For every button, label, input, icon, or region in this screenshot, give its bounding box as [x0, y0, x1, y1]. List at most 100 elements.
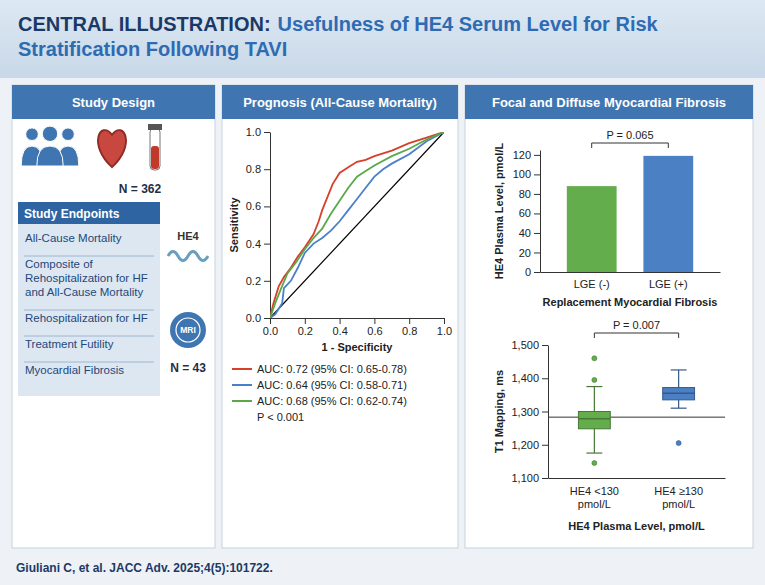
tick-mark	[534, 155, 540, 156]
tick-mark	[542, 378, 548, 379]
legend-swatch	[232, 400, 252, 402]
tick-mark	[264, 206, 270, 207]
tube-icon	[151, 146, 159, 169]
panel-header	[12, 85, 215, 119]
axis-line	[549, 478, 726, 479]
panel-header	[465, 85, 753, 119]
tick-mark	[264, 318, 270, 319]
separator	[24, 310, 154, 311]
axis-title: HE4 Plasma Level, pmol/L	[568, 520, 705, 532]
text-line: HE4 <130	[570, 485, 619, 497]
tick-mark	[374, 318, 375, 324]
reference-line	[270, 132, 444, 318]
endpoint: Treatment Futility	[25, 338, 114, 350]
molecule-icon	[168, 252, 208, 261]
tick-label: LGE (-)	[574, 278, 610, 290]
tick: HE4 <130pmol/L	[570, 478, 619, 510]
tick-mark	[409, 318, 410, 324]
tick-label: 1.0	[437, 325, 452, 337]
axis-title: Sensitivity	[228, 197, 240, 253]
axis-title: Replacement Myocardial Fibrosis	[543, 296, 718, 308]
tick-label: 1,400	[511, 372, 539, 384]
tick: 0.2	[298, 318, 313, 337]
tick-label: 40	[519, 227, 531, 239]
axis-line	[540, 151, 541, 273]
tick-label: 0.0	[246, 312, 261, 324]
tick-mark	[534, 213, 540, 214]
tick-mark	[534, 272, 540, 273]
axis-title: 1 - Specificity	[322, 341, 394, 353]
tick-mark	[542, 478, 548, 479]
endpoint: Composite ofRehospitalization for HFand …	[25, 258, 148, 298]
separator	[24, 336, 154, 337]
banner: CENTRAL ILLUSTRATION:Usefulness of HE4 S…	[0, 0, 765, 78]
whisker-cap	[586, 452, 602, 453]
tick: 0.8	[402, 318, 417, 337]
tick-mark	[264, 169, 270, 170]
endpoints-title: Study Endpoints	[24, 207, 120, 221]
tick-label: LGE (+)	[649, 278, 688, 290]
median	[663, 392, 695, 394]
tick-mark	[340, 318, 341, 324]
endpoint: All-Cause Mortality	[25, 232, 122, 244]
separator	[24, 362, 154, 363]
person-icon	[37, 146, 63, 166]
tick-mark	[534, 174, 540, 175]
tick-label: 0.8	[246, 163, 261, 175]
endpoint: Rehospitalization for HF	[25, 312, 148, 324]
endpoints-header	[18, 202, 160, 224]
icons	[21, 124, 208, 348]
tick: 1,100	[511, 472, 548, 484]
tick-label: 1,300	[511, 406, 539, 418]
tick: 1,300	[511, 406, 548, 418]
footer: Giuliani C, et al. JACC Adv. 2025;4(5):1…	[16, 561, 273, 575]
n-imaging: N = 43	[170, 361, 206, 375]
p-value: P = 0.065	[606, 129, 653, 141]
legend-swatch	[232, 384, 252, 386]
p-value: P = 0.007	[613, 319, 660, 331]
axis-line	[548, 346, 549, 479]
endpoints-box	[18, 224, 160, 396]
tick-mark	[542, 412, 548, 413]
legend-entry: AUC: 0.68 (95% CI: 0.62-0.74)	[257, 395, 407, 407]
panel-title: Study Design	[72, 95, 155, 110]
text-line: Focal and Diffuse Myocardial Fibrosis	[492, 95, 726, 110]
whisker-cap	[671, 369, 687, 370]
tick-label: 1,500	[511, 339, 539, 351]
mri-icon	[170, 312, 206, 348]
tick-label: 0.2	[298, 325, 313, 337]
outlier	[592, 377, 597, 382]
roc-curve	[270, 132, 444, 318]
tick-label: 1.0	[246, 126, 261, 138]
legend-swatch	[232, 368, 252, 370]
tick-label: 60	[519, 207, 531, 219]
box	[663, 388, 695, 400]
tick-label: 0.4	[246, 238, 261, 250]
panel	[12, 85, 215, 548]
text-line: and All-Cause Mortality	[25, 286, 143, 298]
axis: LGE (-) LGE (+)	[541, 272, 721, 290]
p-bracket	[592, 143, 669, 148]
tick-label: HE4 <130pmol/L	[570, 485, 619, 510]
tick-mark	[542, 445, 548, 446]
n-total: N = 362	[119, 182, 162, 196]
axis: 1,1001,2001,3001,4001,500	[511, 339, 548, 484]
text-line: Composite of	[25, 258, 94, 270]
outlier	[592, 461, 597, 466]
bar	[643, 156, 693, 272]
tick: 20	[519, 247, 540, 259]
separator	[24, 256, 154, 257]
tick-label: 0.2	[246, 275, 261, 287]
text-line: Rehospitalization for HF	[25, 312, 148, 324]
tube-icon	[148, 124, 162, 130]
roc-curve	[270, 132, 444, 318]
box	[578, 412, 610, 429]
tube-icon	[150, 128, 160, 170]
roc-curve	[270, 132, 444, 318]
tick: 0.0	[246, 312, 270, 324]
tick-label: 0.4	[332, 325, 347, 337]
text-line: Treatment Futility	[25, 338, 114, 350]
panel	[222, 85, 458, 548]
tick-label: 0.0	[263, 325, 278, 337]
tick: 1,400	[511, 372, 548, 384]
